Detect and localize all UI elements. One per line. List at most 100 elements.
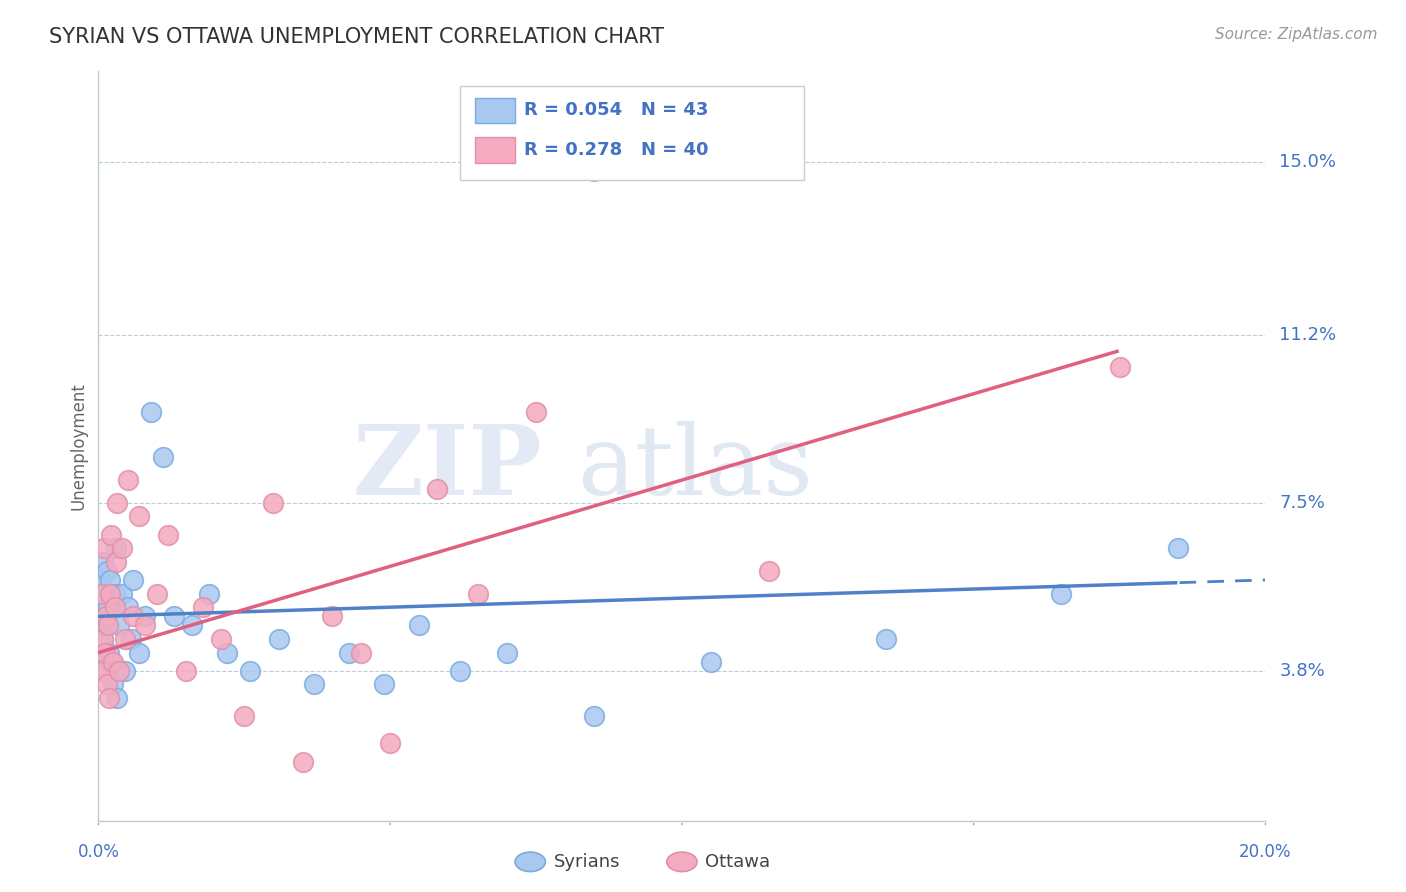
Point — [94, 646, 117, 660]
Point — [101, 655, 124, 669]
Point — [373, 677, 395, 691]
Point — [1108, 359, 1130, 374]
Text: 3.8%: 3.8% — [1279, 662, 1324, 680]
Point — [758, 564, 780, 578]
Text: 7.5%: 7.5% — [1279, 494, 1326, 512]
Point — [380, 736, 402, 750]
Point — [105, 496, 128, 510]
Text: Source: ZipAtlas.com: Source: ZipAtlas.com — [1215, 27, 1378, 42]
Point — [90, 573, 112, 587]
Text: 15.0%: 15.0% — [1279, 153, 1336, 171]
Point — [524, 405, 547, 419]
Point — [263, 496, 285, 510]
Point — [700, 655, 723, 669]
Point — [134, 609, 156, 624]
Point — [239, 664, 262, 678]
Text: ZIP: ZIP — [353, 422, 541, 516]
Point — [180, 618, 202, 632]
Point — [97, 600, 120, 615]
Point — [152, 450, 174, 465]
Point — [304, 677, 326, 691]
Point — [163, 609, 186, 624]
Point — [139, 405, 162, 419]
Point — [198, 586, 221, 600]
Point — [91, 664, 114, 678]
Text: 11.2%: 11.2% — [1279, 326, 1337, 343]
Point — [93, 618, 115, 632]
Point — [233, 709, 256, 723]
Point — [128, 646, 150, 660]
Point — [122, 573, 145, 587]
Circle shape — [515, 852, 546, 871]
Point — [641, 132, 664, 146]
Point — [91, 555, 114, 569]
Point — [94, 664, 117, 678]
Point — [157, 527, 180, 541]
Point — [117, 600, 139, 615]
Point — [108, 618, 131, 632]
Point — [91, 632, 114, 646]
Point — [193, 600, 215, 615]
Point — [117, 473, 139, 487]
Point — [875, 632, 897, 646]
Point — [105, 691, 128, 706]
Point — [134, 618, 156, 632]
Point — [100, 655, 122, 669]
Point — [104, 600, 127, 615]
Point — [467, 586, 489, 600]
Point — [426, 482, 449, 496]
Point — [96, 677, 118, 691]
Point — [291, 755, 314, 769]
Point — [111, 586, 134, 600]
Point — [337, 646, 360, 660]
Point — [97, 646, 120, 660]
Text: R = 0.054   N = 43: R = 0.054 N = 43 — [524, 102, 709, 120]
Point — [583, 709, 606, 723]
Point — [1050, 586, 1073, 600]
Point — [104, 541, 127, 556]
Text: 0.0%: 0.0% — [77, 843, 120, 862]
Circle shape — [666, 852, 697, 871]
Y-axis label: Unemployment: Unemployment — [69, 382, 87, 510]
Point — [94, 609, 117, 624]
Text: R = 0.278   N = 40: R = 0.278 N = 40 — [524, 141, 709, 159]
Point — [101, 677, 124, 691]
Point — [97, 691, 120, 706]
Point — [94, 609, 117, 624]
Point — [98, 586, 121, 600]
Point — [174, 664, 197, 678]
Point — [96, 564, 118, 578]
Point — [114, 664, 136, 678]
Point — [1167, 541, 1189, 556]
Point — [215, 646, 238, 660]
Point — [97, 618, 120, 632]
Point — [408, 618, 430, 632]
Point — [269, 632, 291, 646]
Point — [321, 609, 343, 624]
Point — [91, 632, 114, 646]
Point — [120, 632, 142, 646]
FancyBboxPatch shape — [460, 87, 804, 180]
Text: 20.0%: 20.0% — [1239, 843, 1292, 862]
Point — [114, 632, 136, 646]
Text: atlas: atlas — [576, 422, 813, 516]
Point — [104, 586, 127, 600]
Text: SYRIAN VS OTTAWA UNEMPLOYMENT CORRELATION CHART: SYRIAN VS OTTAWA UNEMPLOYMENT CORRELATIO… — [49, 27, 664, 46]
FancyBboxPatch shape — [475, 137, 515, 162]
Point — [128, 509, 150, 524]
Point — [104, 555, 127, 569]
Text: Syrians: Syrians — [554, 853, 620, 871]
Point — [100, 527, 122, 541]
FancyBboxPatch shape — [475, 97, 515, 123]
Text: Ottawa: Ottawa — [706, 853, 770, 871]
Point — [122, 609, 145, 624]
Point — [93, 586, 115, 600]
Point — [583, 164, 606, 178]
Point — [93, 541, 115, 556]
Point — [90, 586, 112, 600]
Point — [111, 541, 134, 556]
Point — [98, 573, 121, 587]
Point — [496, 646, 519, 660]
Point — [209, 632, 232, 646]
Point — [350, 646, 373, 660]
